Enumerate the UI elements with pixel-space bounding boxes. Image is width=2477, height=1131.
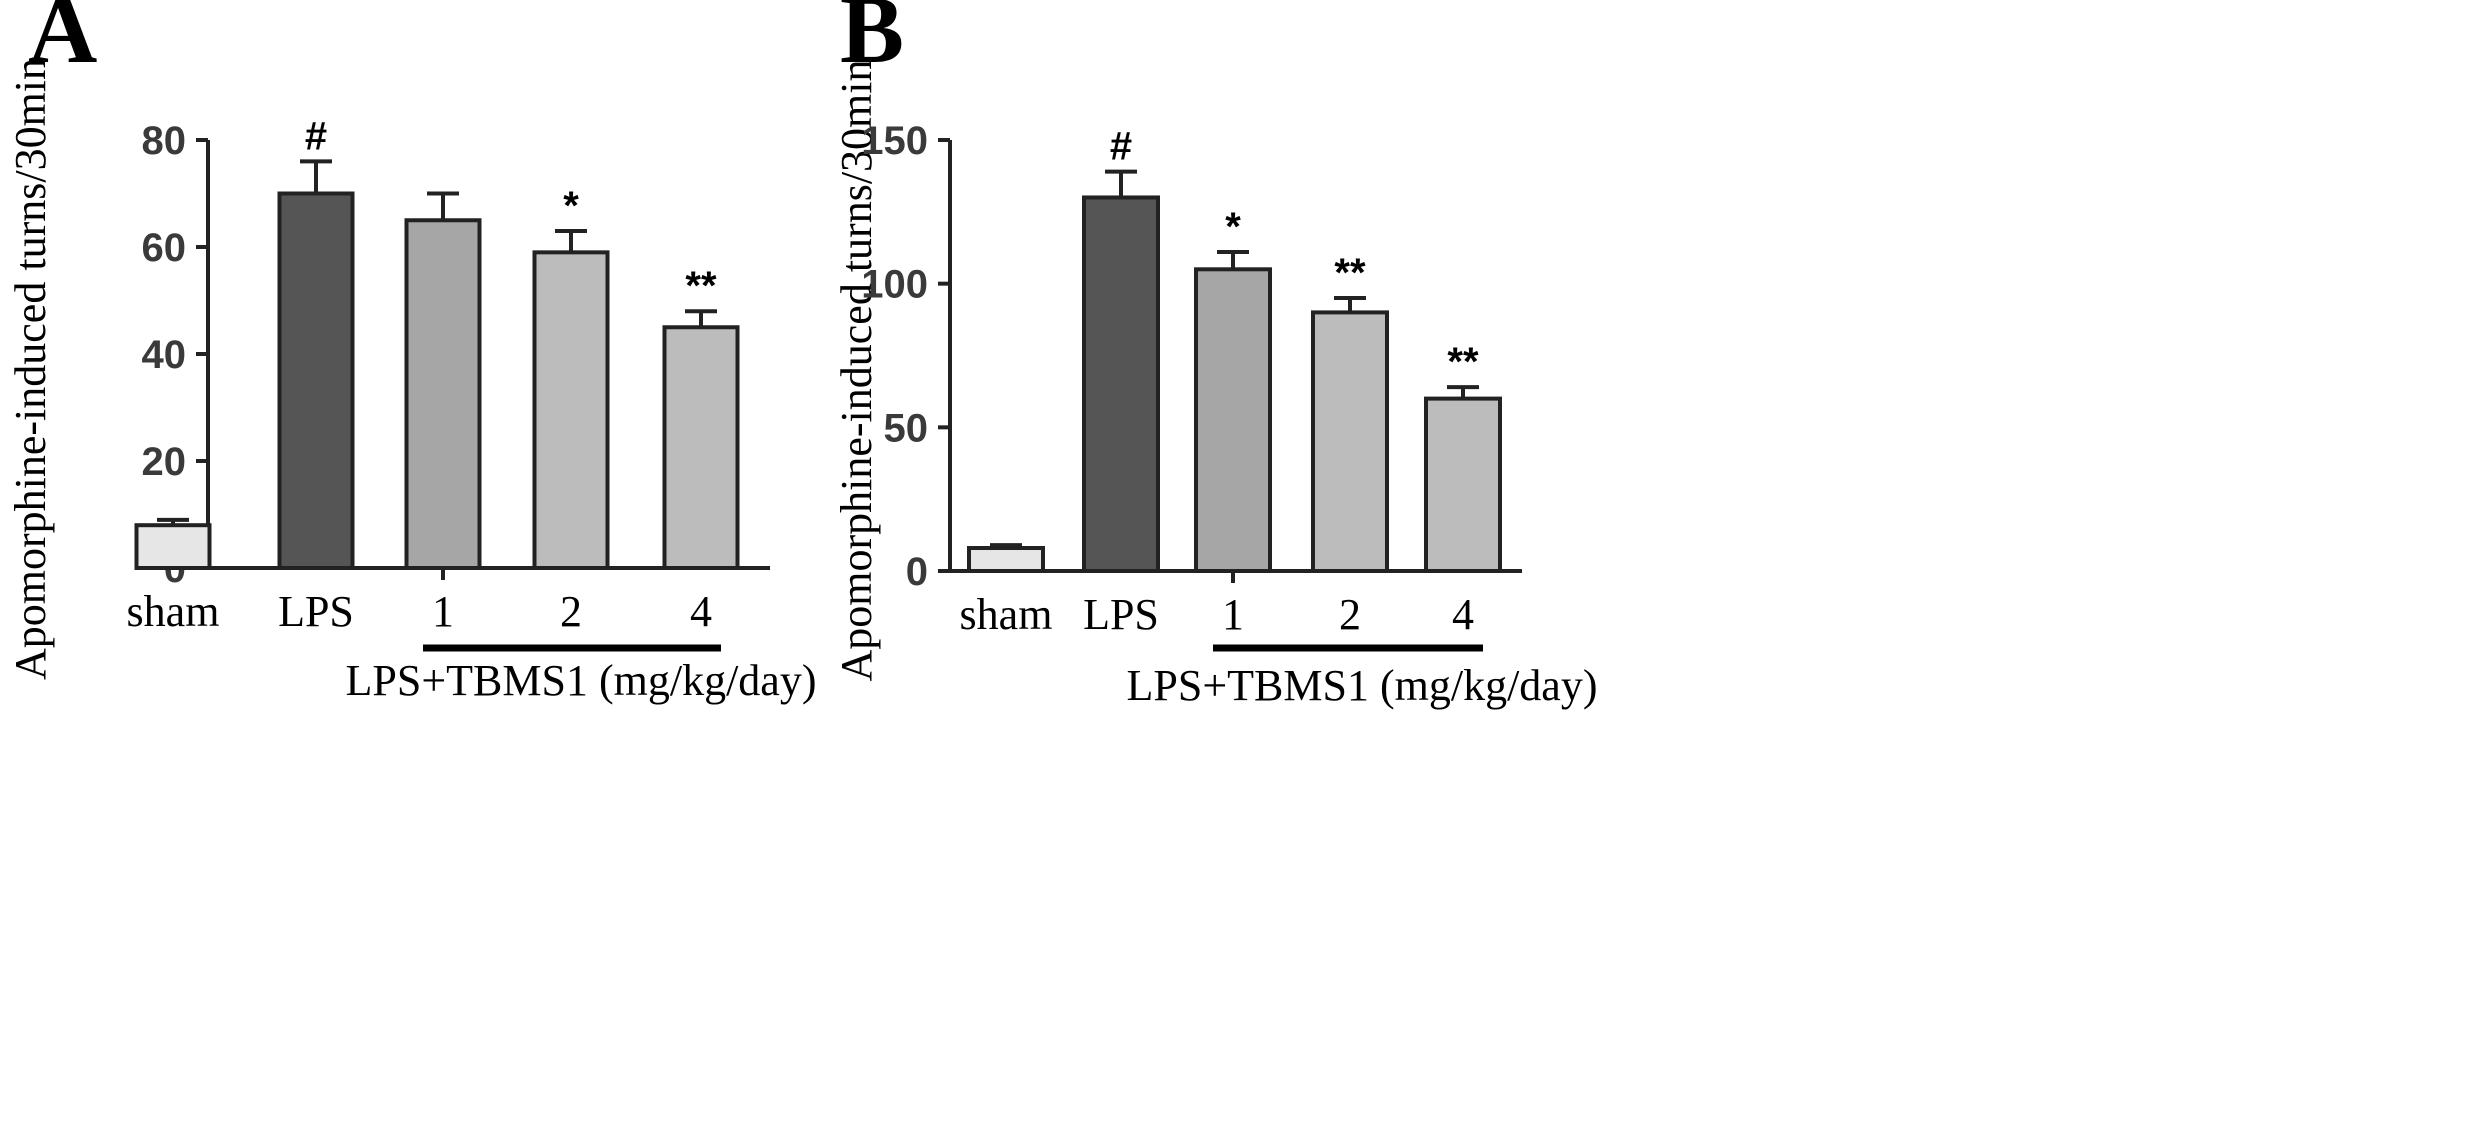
significance-mark: ** xyxy=(1447,340,1479,384)
bar-4 xyxy=(662,325,740,570)
panel-letter: A xyxy=(28,0,97,83)
significance-mark: * xyxy=(563,184,579,228)
panel-letter: B xyxy=(840,0,904,83)
x-category-label: sham xyxy=(127,587,220,636)
group-label: LPS+TBMS1 (mg/kg/day) xyxy=(346,656,817,705)
bar-4 xyxy=(1424,396,1502,573)
y-tick-label: 80 xyxy=(142,119,187,163)
x-category-label: sham xyxy=(960,590,1053,639)
x-category-label: 2 xyxy=(1339,590,1361,639)
bar-2 xyxy=(532,250,610,570)
bar-2 xyxy=(1311,310,1389,573)
bar-1 xyxy=(1194,267,1272,573)
x-category-label: 4 xyxy=(690,587,712,636)
y-tick-label: 40 xyxy=(142,333,187,377)
x-category-label: 1 xyxy=(1222,590,1244,639)
bar-LPS xyxy=(1082,195,1160,573)
x-category-label: LPS xyxy=(278,587,354,636)
bar-sham xyxy=(134,523,212,571)
x-category-label: 1 xyxy=(432,587,454,636)
y-tick-label: 50 xyxy=(884,406,929,450)
y-tick-label: 0 xyxy=(906,550,928,594)
x-category-label: 4 xyxy=(1452,590,1474,639)
x-category-label: 2 xyxy=(560,587,582,636)
y-tick-label: 150 xyxy=(861,119,928,163)
bar-1 xyxy=(404,218,482,570)
y-axis-label: Apomorphine-induced turns/30min xyxy=(6,58,55,680)
bar-sham xyxy=(967,546,1045,573)
y-tick-label: 60 xyxy=(142,226,187,270)
significance-mark: * xyxy=(1225,205,1241,249)
x-category-label: LPS xyxy=(1083,590,1159,639)
significance-mark: # xyxy=(1110,125,1132,169)
significance-mark: ** xyxy=(1334,251,1366,295)
y-axis-label: Apomorphine-induced turns/30min xyxy=(832,59,881,681)
significance-mark: ** xyxy=(685,264,717,308)
bar-LPS xyxy=(277,191,355,570)
group-label: LPS+TBMS1 (mg/kg/day) xyxy=(1127,661,1598,710)
y-tick-label: 20 xyxy=(142,440,187,484)
significance-mark: # xyxy=(305,114,327,158)
y-tick-label: 100 xyxy=(861,263,928,307)
